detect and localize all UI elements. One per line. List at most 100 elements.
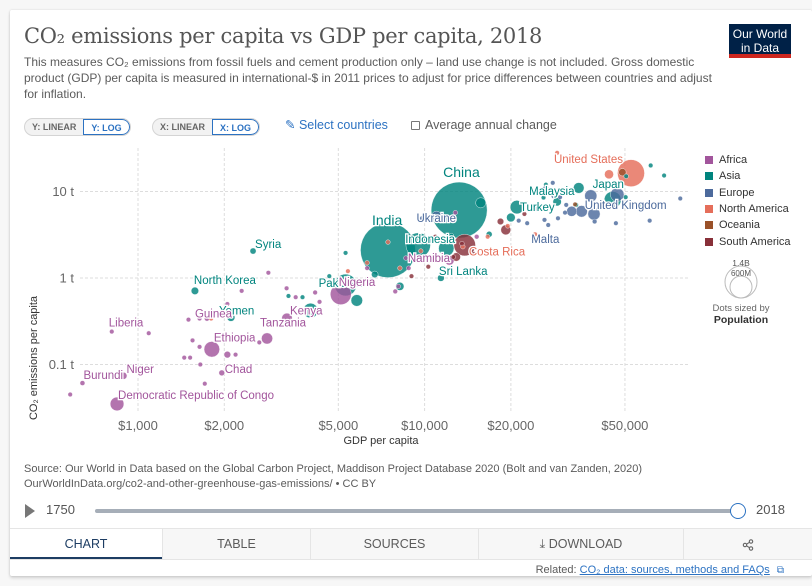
data-point[interactable]: [550, 180, 556, 186]
y-scale-toggle[interactable]: Y: LINEAR Y: LOG: [24, 118, 131, 136]
data-point-democratic-republic-of-congo[interactable]: [109, 396, 125, 411]
data-point[interactable]: [610, 187, 625, 202]
data-point[interactable]: [524, 220, 530, 226]
data-point[interactable]: [516, 218, 522, 224]
data-point[interactable]: [419, 215, 425, 221]
data-point-burundi[interactable]: [79, 380, 86, 386]
data-point[interactable]: [202, 381, 208, 387]
data-point[interactable]: [285, 293, 291, 299]
data-point[interactable]: [317, 299, 323, 305]
data-point-kenya[interactable]: [281, 312, 293, 325]
data-point-ethiopia[interactable]: [203, 341, 220, 358]
legend-item-africa[interactable]: Africa: [705, 152, 791, 168]
x-linear-button[interactable]: X: LINEAR: [160, 122, 205, 132]
data-point-nigeria[interactable]: [330, 283, 352, 305]
data-point[interactable]: [438, 240, 455, 257]
data-point[interactable]: [197, 361, 203, 367]
data-point[interactable]: [532, 231, 538, 237]
data-point[interactable]: [554, 150, 560, 156]
data-point[interactable]: [219, 334, 225, 340]
data-point[interactable]: [67, 391, 73, 397]
data-point-chad[interactable]: [218, 369, 225, 376]
data-point[interactable]: [371, 270, 379, 278]
data-point[interactable]: [197, 316, 203, 322]
y-linear-button[interactable]: Y: LINEAR: [32, 122, 77, 132]
legend-item-asia[interactable]: Asia: [705, 168, 791, 184]
data-point[interactable]: [350, 294, 363, 307]
data-point[interactable]: [418, 248, 424, 254]
data-point[interactable]: [312, 289, 318, 296]
owid-logo[interactable]: Our World in Data: [729, 24, 791, 58]
data-point[interactable]: [223, 351, 231, 359]
tab-download[interactable]: ⤓ DOWNLOAD: [478, 529, 683, 559]
x-scale-toggle[interactable]: X: LINEAR X: LOG: [152, 118, 260, 136]
data-point[interactable]: [326, 273, 332, 279]
tab-table[interactable]: TABLE: [162, 529, 310, 559]
data-point[interactable]: [636, 202, 642, 208]
data-point[interactable]: [256, 339, 262, 345]
external-link-icon[interactable]: ⧉: [776, 565, 784, 576]
data-point-tanzania[interactable]: [261, 332, 273, 345]
data-point[interactable]: [345, 268, 351, 274]
data-point[interactable]: [137, 391, 143, 397]
data-point[interactable]: [598, 201, 604, 207]
data-point[interactable]: [284, 285, 290, 291]
data-point[interactable]: [572, 201, 578, 207]
data-point[interactable]: [302, 303, 319, 319]
data-point-turkey[interactable]: [509, 200, 524, 215]
legend-item-oceania[interactable]: Oceania: [705, 217, 791, 233]
data-point[interactable]: [146, 330, 152, 336]
timeline-slider-handle[interactable]: [730, 503, 746, 519]
data-point-sri-lanka[interactable]: [437, 274, 445, 282]
data-point-liberia[interactable]: [109, 329, 115, 335]
data-point[interactable]: [474, 234, 480, 240]
data-point[interactable]: [233, 308, 239, 314]
data-point[interactable]: [265, 270, 271, 276]
data-point[interactable]: [604, 169, 614, 180]
tab-chart[interactable]: CHART: [10, 529, 162, 559]
data-point[interactable]: [448, 232, 454, 238]
data-point[interactable]: [623, 194, 629, 200]
data-point[interactable]: [364, 265, 370, 271]
data-point[interactable]: [459, 241, 465, 247]
y-log-button[interactable]: Y: LOG: [83, 119, 130, 135]
data-point[interactable]: [618, 168, 627, 177]
data-point[interactable]: [677, 195, 683, 201]
play-icon[interactable]: [25, 504, 35, 518]
data-point[interactable]: [406, 265, 412, 271]
data-point[interactable]: [408, 273, 414, 279]
data-point[interactable]: [573, 182, 585, 194]
data-point[interactable]: [566, 206, 577, 217]
data-point[interactable]: [397, 265, 403, 271]
data-point[interactable]: [551, 193, 557, 199]
source-url[interactable]: OurWorldInData.org/co2-and-other-greenho…: [24, 478, 377, 490]
data-point[interactable]: [343, 250, 349, 256]
legend-item-south-america[interactable]: South America: [705, 233, 791, 249]
data-point[interactable]: [224, 301, 230, 307]
data-point[interactable]: [300, 294, 306, 300]
data-point[interactable]: [557, 194, 563, 200]
data-point[interactable]: [475, 197, 487, 209]
data-point[interactable]: [541, 217, 547, 223]
tab-share[interactable]: [683, 529, 812, 559]
data-point-united-kingdom[interactable]: [584, 189, 598, 203]
data-point[interactable]: [661, 173, 667, 179]
data-point[interactable]: [432, 234, 438, 240]
data-point-syria[interactable]: [249, 247, 257, 255]
data-point[interactable]: [239, 288, 245, 294]
data-point[interactable]: [395, 283, 401, 289]
data-point[interactable]: [497, 218, 504, 225]
x-log-button[interactable]: X: LOG: [212, 119, 259, 135]
data-point[interactable]: [471, 251, 477, 257]
data-point[interactable]: [485, 234, 491, 240]
average-annual-change-checkbox[interactable]: Average annual change: [411, 118, 557, 132]
data-point[interactable]: [521, 211, 527, 217]
data-point[interactable]: [533, 206, 539, 212]
select-countries-button[interactable]: ✎ Select countries: [285, 117, 388, 132]
data-point[interactable]: [208, 316, 214, 322]
data-point[interactable]: [364, 260, 370, 266]
checkbox-box[interactable]: [411, 120, 420, 130]
data-point[interactable]: [450, 254, 456, 260]
data-point-china[interactable]: [430, 181, 488, 239]
data-point[interactable]: [648, 162, 654, 168]
